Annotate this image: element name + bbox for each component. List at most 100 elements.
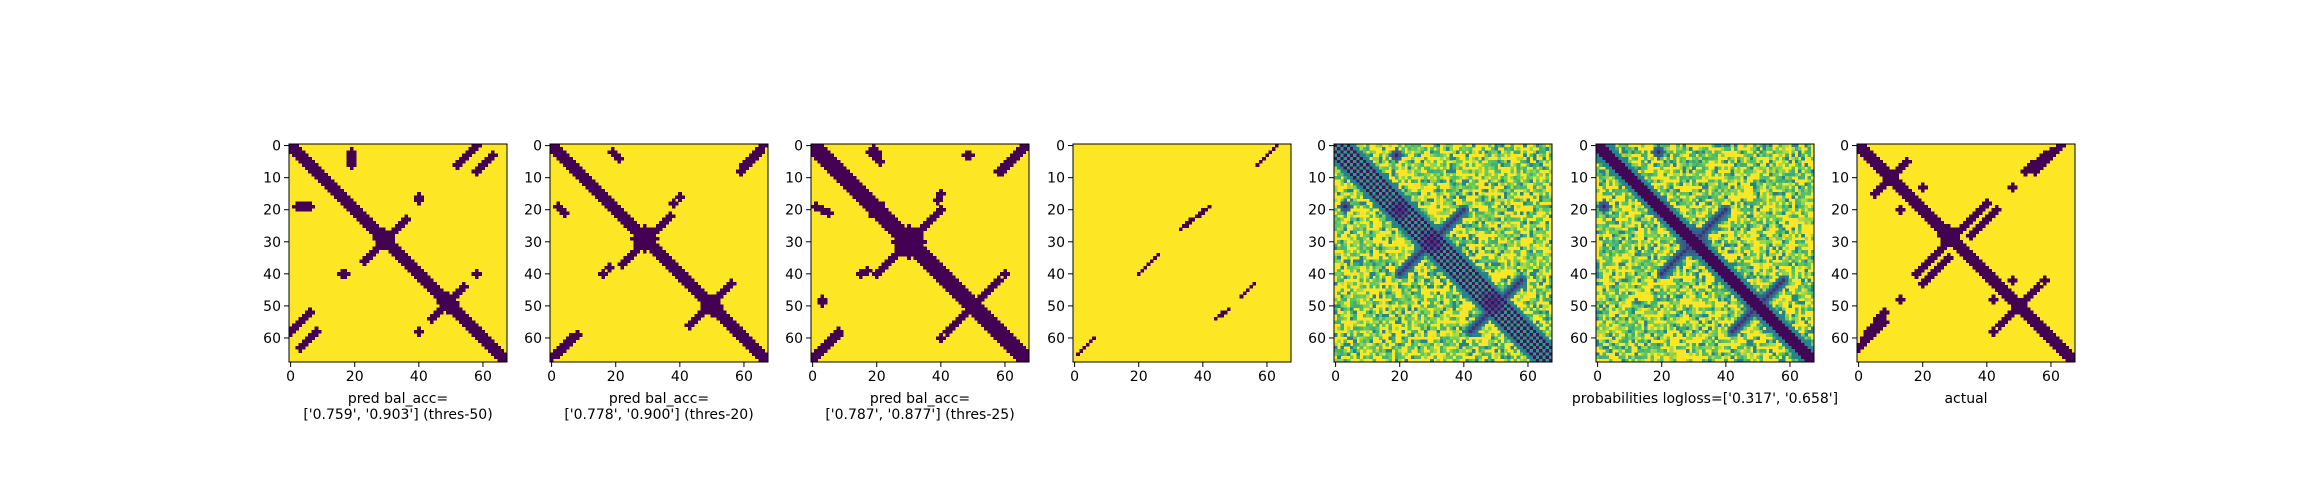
heatmap-cell — [1346, 147, 1351, 151]
heatmap-cell — [968, 156, 972, 161]
heatmap-cell — [349, 204, 354, 209]
y-tick-label: 60 — [524, 331, 542, 347]
heatmap-cell — [1462, 201, 1466, 206]
heatmap-cell — [1452, 211, 1457, 215]
heatmap-cell — [292, 323, 296, 328]
heatmap-cell — [993, 278, 998, 283]
heatmap-cell — [1353, 253, 1357, 257]
heatmap-cell — [1653, 144, 1658, 148]
heatmap-cell — [1391, 208, 1396, 212]
heatmap-cell — [1420, 256, 1425, 260]
heatmap-cell — [1548, 204, 1553, 209]
heatmap-cell — [1398, 208, 1402, 212]
heatmap-cell — [1475, 214, 1479, 219]
heatmap-cell — [932, 256, 937, 260]
heatmap-cell — [846, 169, 850, 174]
heatmap-cell — [1507, 317, 1511, 321]
heatmap-cell — [1542, 236, 1546, 241]
heatmap-cell — [1494, 288, 1498, 292]
heatmap-cell — [458, 307, 463, 312]
heatmap-cell — [1407, 288, 1412, 292]
heatmap-cell — [1388, 227, 1393, 231]
heatmap-cell — [942, 285, 947, 289]
heatmap-cell — [1003, 336, 1007, 340]
heatmap-cell — [562, 160, 567, 164]
heatmap-cell — [1353, 313, 1357, 318]
heatmap-cell — [1510, 224, 1514, 228]
heatmap-cell — [1599, 147, 1603, 151]
heatmap-cell — [868, 195, 873, 199]
heatmap-cell — [849, 176, 854, 180]
heatmap-cell — [751, 339, 756, 344]
heatmap-cell — [1523, 150, 1527, 155]
heatmap-cell — [1513, 310, 1518, 315]
heatmap-cell — [1417, 243, 1421, 247]
heatmap-cell — [1478, 339, 1482, 344]
heatmap-cell — [1366, 153, 1370, 158]
heatmap-cell — [748, 349, 753, 353]
heatmap-cell — [588, 176, 593, 180]
heatmap-cell — [1443, 269, 1447, 273]
heatmap-cell — [1022, 349, 1027, 353]
heatmap-cell — [426, 275, 431, 280]
heatmap-cell — [1535, 182, 1540, 187]
heatmap-cell — [1455, 297, 1460, 302]
heatmap-cell — [1503, 288, 1508, 292]
heatmap-cell — [1529, 192, 1534, 196]
heatmap-cell — [1484, 352, 1489, 356]
heatmap-cell — [1539, 281, 1543, 286]
heatmap-cell — [1548, 240, 1553, 244]
heatmap-cell — [321, 169, 325, 174]
heatmap-cell — [678, 269, 682, 273]
heatmap-cell — [1491, 291, 1495, 296]
heatmap-cell — [1436, 224, 1441, 228]
heatmap-cell — [1503, 329, 1508, 334]
heatmap-cell — [671, 201, 676, 206]
heatmap-cell — [423, 275, 428, 280]
heatmap-cell — [1430, 358, 1434, 363]
heatmap-cell — [1516, 176, 1521, 180]
heatmap-cell — [1465, 358, 1470, 363]
heatmap-cell — [1484, 156, 1489, 161]
heatmap-cell — [1385, 259, 1389, 264]
heatmap-cell — [1423, 240, 1428, 244]
heatmap-cell — [1426, 169, 1431, 174]
heatmap-cell — [1426, 246, 1431, 251]
heatmap-cell — [1417, 144, 1421, 148]
heatmap-cell — [1532, 153, 1537, 158]
heatmap-cell — [700, 313, 705, 318]
heatmap-cell — [894, 243, 898, 247]
heatmap-cell — [446, 294, 450, 299]
heatmap-cell — [830, 166, 834, 171]
heatmap-cell — [1423, 323, 1428, 328]
heatmap-cell — [758, 345, 762, 350]
heatmap-cell — [1523, 256, 1527, 260]
heatmap-cell — [1433, 188, 1437, 193]
heatmap-cell — [562, 345, 567, 350]
heatmap-cell — [1602, 144, 1607, 148]
heatmap-cell — [1443, 201, 1447, 206]
heatmap-cell — [1439, 227, 1444, 231]
heatmap-cell — [1484, 317, 1489, 321]
heatmap-cell — [1446, 269, 1450, 273]
heatmap-cell — [1350, 269, 1354, 273]
heatmap-cell — [678, 275, 682, 280]
heatmap-cell — [1340, 265, 1345, 270]
heatmap-cell — [1385, 294, 1389, 299]
heatmap-cell — [923, 262, 927, 267]
heatmap-cell — [1346, 342, 1351, 347]
heatmap-cell — [1455, 336, 1460, 340]
heatmap-cell — [1366, 195, 1370, 199]
heatmap-cell — [1449, 156, 1454, 161]
heatmap-cell — [1343, 339, 1348, 344]
heatmap-cell — [343, 192, 348, 196]
heatmap-cell — [894, 253, 898, 257]
heatmap-cell — [1407, 233, 1412, 238]
heatmap-cell — [1006, 345, 1011, 350]
heatmap-cell — [1000, 329, 1004, 334]
heatmap-cell — [1529, 265, 1534, 270]
heatmap-cell — [1382, 182, 1386, 187]
heatmap-cell — [1346, 220, 1351, 225]
heatmap-cell — [292, 326, 296, 331]
